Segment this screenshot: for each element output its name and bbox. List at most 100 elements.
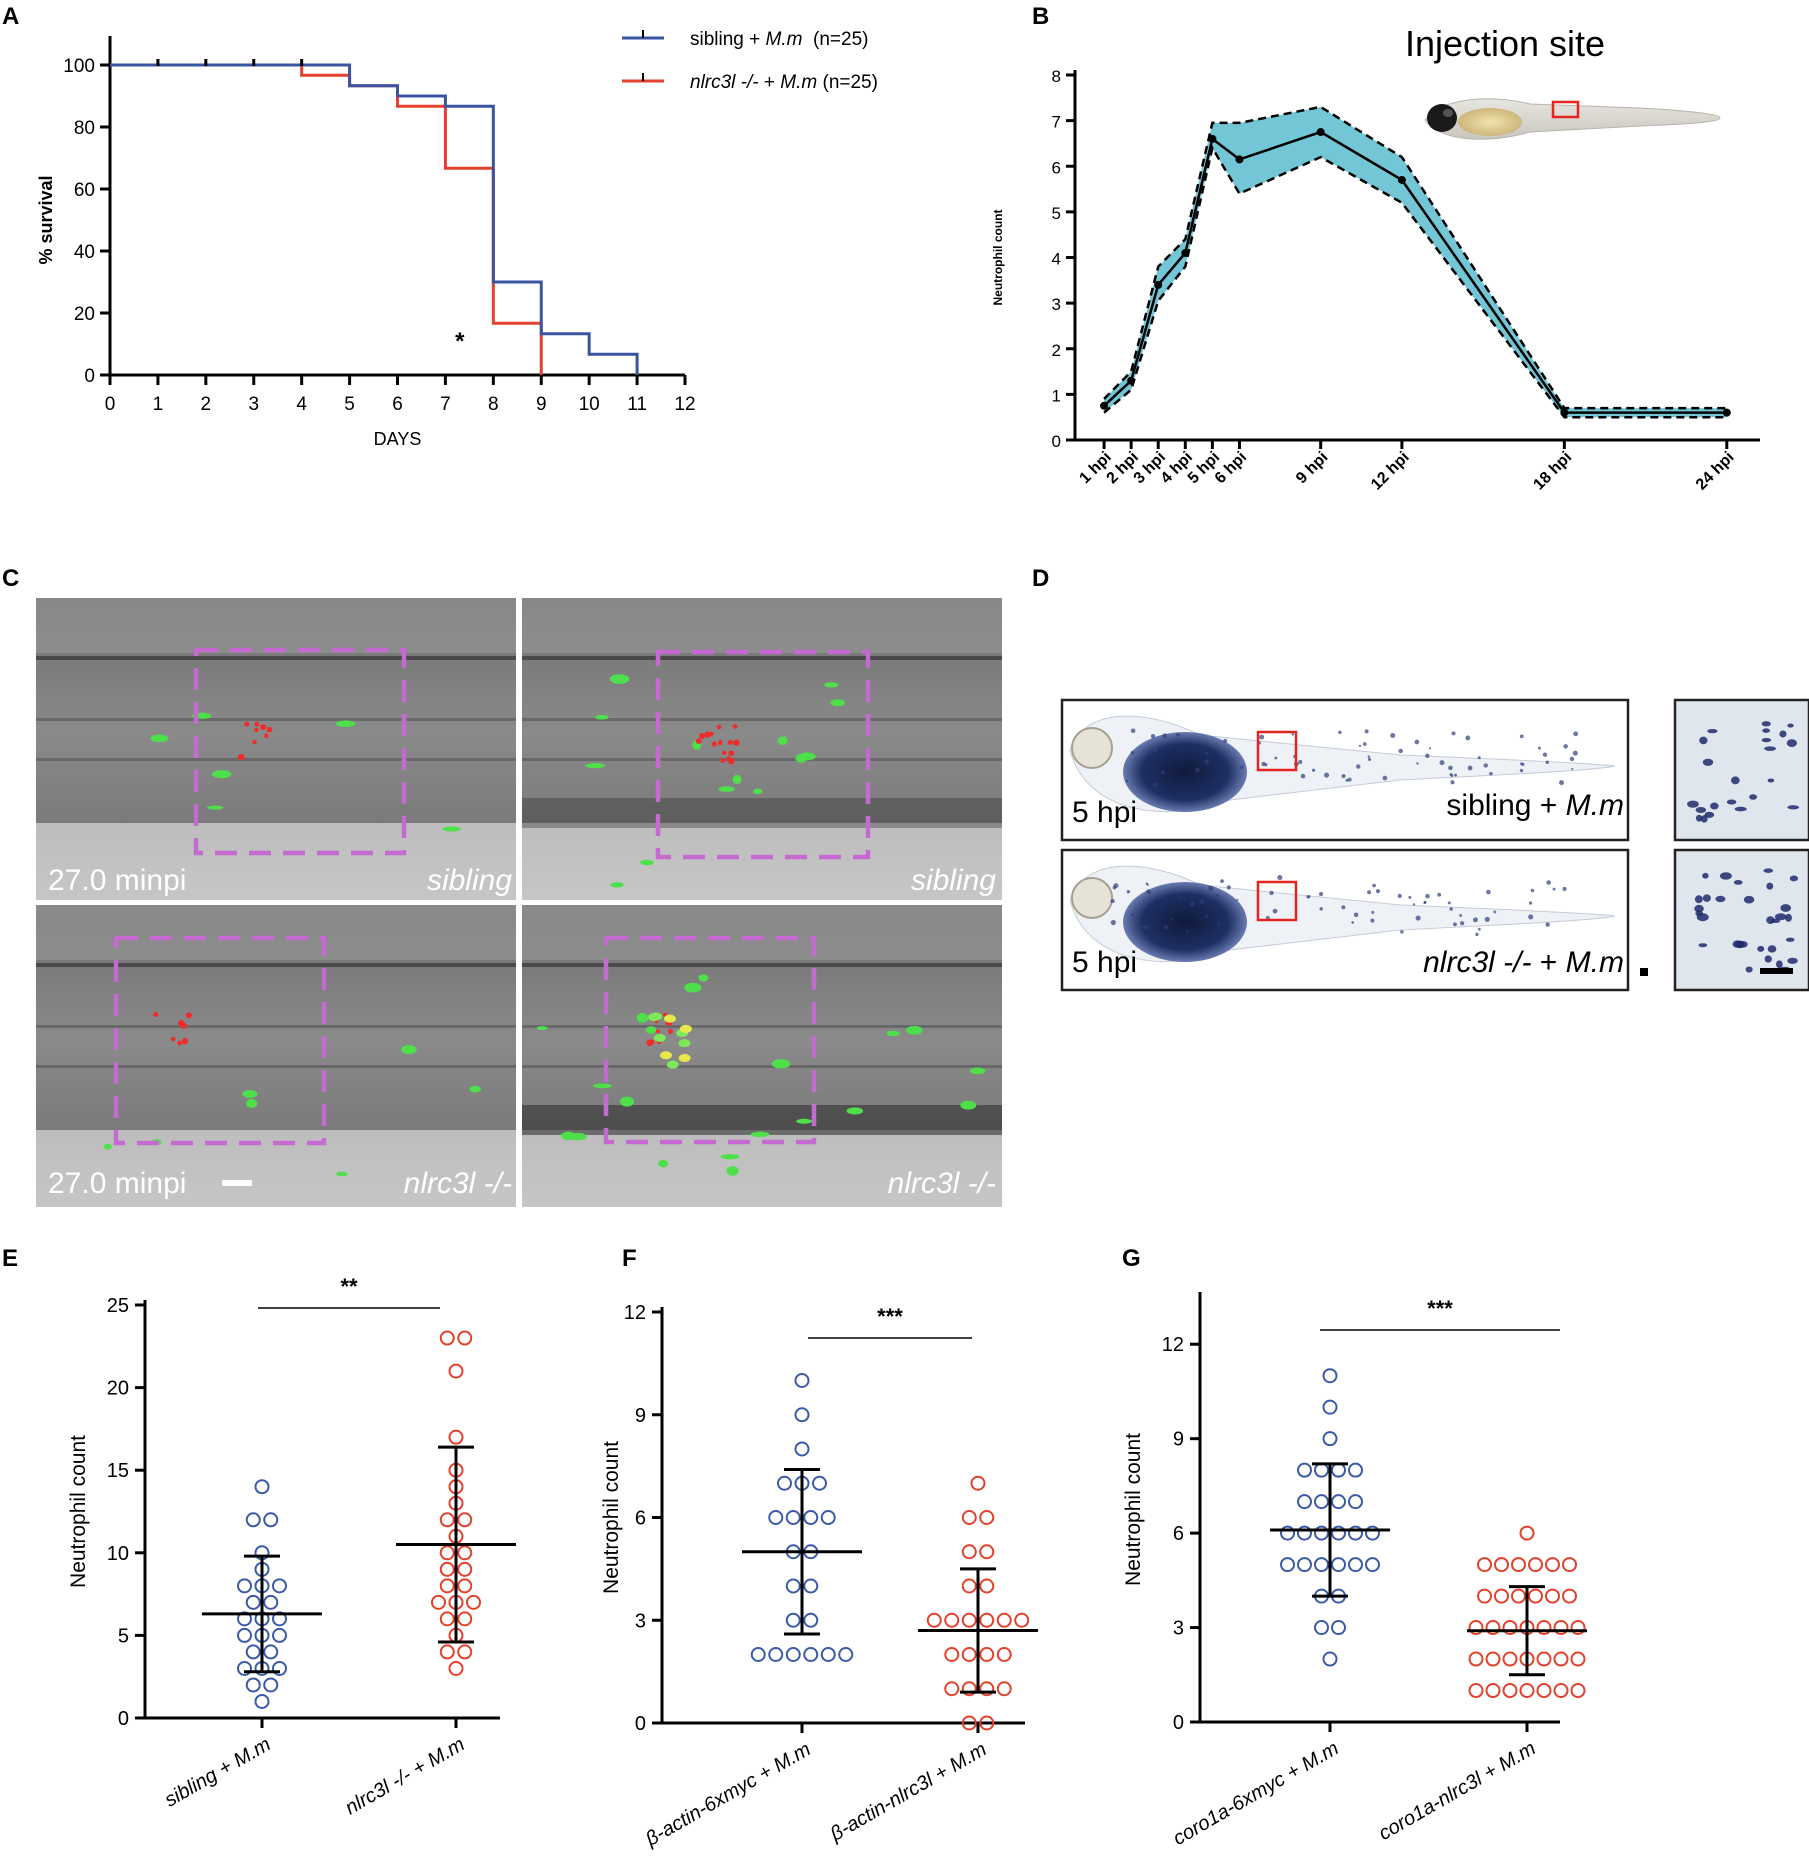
- scale-bar: [222, 1180, 252, 1186]
- y-tick-label: 0: [635, 1713, 646, 1735]
- stained-neutrophil: [1787, 805, 1800, 810]
- stain-dot: [1204, 914, 1208, 918]
- zoom-inset: [1673, 698, 1809, 842]
- fin-region: [522, 905, 1002, 960]
- stained-neutrophil: [1780, 904, 1792, 912]
- stain-dot: [1425, 893, 1430, 899]
- neutrophil-signal: [658, 1159, 669, 1168]
- x-tick-label: 1: [153, 394, 164, 415]
- neutrophil-signal: [750, 1131, 770, 1138]
- stained-neutrophil: [1734, 940, 1745, 949]
- stain-dot: [1269, 890, 1274, 896]
- bacteria-signal: [699, 732, 706, 740]
- x-tick-label: 18 hpi: [1530, 449, 1575, 494]
- data-point: [785, 1510, 801, 1525]
- notochord-line: [36, 1025, 516, 1028]
- stained-yolk: [1123, 732, 1247, 812]
- x-tick-label: coro1a-nlrc3l + M.m: [1375, 1737, 1540, 1845]
- neutrophil-signal: [645, 1026, 657, 1034]
- stain-dot: [1126, 890, 1131, 894]
- stain-dot: [1459, 914, 1463, 917]
- data-point: [263, 1677, 279, 1693]
- y-tick-label: 9: [635, 1405, 646, 1427]
- stain-genotype-label-bottom: nlrc3l -/- + M.m: [1423, 946, 1624, 979]
- data-point: [1519, 1525, 1535, 1541]
- stain-dot: [1226, 885, 1231, 890]
- data-point: [1348, 1462, 1363, 1478]
- neutrophil-signal: [636, 1012, 649, 1023]
- neutrophil-signal: [640, 859, 654, 866]
- significance-label: **: [340, 1274, 358, 1299]
- stain-dot: [1148, 749, 1151, 752]
- data-point: [457, 1330, 473, 1346]
- panel-letters: A B C D E F G: [2, 3, 1141, 1272]
- data-point: [785, 1612, 801, 1628]
- data-point: [1314, 1462, 1329, 1478]
- fin-region: [36, 598, 516, 653]
- y-tick-label: 0: [84, 366, 95, 387]
- whole-mount-stain-panel: 5 hpi sibling + M.m 5 hpi nlrc3l -/- + M…: [1060, 698, 1809, 992]
- stained-neutrophil: [1734, 806, 1747, 812]
- bacteria-signal: [733, 739, 740, 746]
- bacteria-signal: [266, 726, 273, 733]
- stain-dot: [1367, 755, 1371, 758]
- x-tick-label: 10: [579, 394, 600, 415]
- neutrophil-signal: [753, 788, 763, 795]
- significance-label: ***: [1427, 1296, 1453, 1321]
- bacteria-signal: [153, 1012, 159, 1017]
- neutrophil-signal: [246, 1099, 258, 1108]
- data-point: [1322, 1399, 1338, 1415]
- stain-dot: [1264, 763, 1268, 767]
- bacteria-signal: [263, 733, 269, 739]
- mean-point: [1560, 408, 1569, 417]
- data-point: [1468, 1651, 1484, 1667]
- panel-letter-f: F: [622, 1245, 637, 1272]
- stain-genotype-label-top: sibling + M.m: [1446, 789, 1624, 822]
- stain-dot: [1545, 922, 1550, 927]
- stain-dot: [1450, 780, 1455, 785]
- data-point: [803, 1612, 819, 1628]
- y-tick-label: 0: [1173, 1712, 1184, 1734]
- neutrophil-cluster: [678, 1039, 691, 1048]
- stain-dot: [1400, 930, 1404, 934]
- data-point: [1468, 1683, 1484, 1699]
- x-tick-label: 24 hpi: [1693, 449, 1738, 494]
- stain-dot: [1367, 890, 1372, 895]
- stain-dot: [1375, 889, 1381, 894]
- neutrophil-signal: [798, 752, 816, 761]
- neutrophil-signal: [610, 882, 624, 888]
- stain-dot: [1223, 738, 1228, 743]
- notochord-line: [36, 758, 516, 761]
- stained-neutrophil: [1764, 746, 1776, 751]
- y-tick-label: 12: [1162, 1334, 1184, 1356]
- neutrophil-signal: [718, 786, 735, 792]
- y-tick-label: 6: [635, 1508, 646, 1530]
- y-tick-label: 100: [63, 56, 95, 77]
- stained-neutrophil: [1789, 875, 1799, 882]
- stained-neutrophil: [1757, 945, 1765, 952]
- zoom-region-box: [1256, 880, 1298, 922]
- x-tick-label: 11: [627, 394, 647, 415]
- microscopy-grid: 27.0 minpi sibling sibling 27.0 minpi nl…: [36, 598, 1002, 1207]
- stain-time-label-bottom: 5 hpi: [1072, 946, 1137, 979]
- stain-dot: [1439, 760, 1445, 766]
- stained-neutrophil: [1767, 778, 1775, 783]
- stained-neutrophil: [1762, 728, 1770, 733]
- x-tick-label: 12: [674, 394, 695, 415]
- stain-dot: [1208, 885, 1214, 891]
- stained-neutrophil: [1702, 872, 1709, 879]
- data-point: [439, 1330, 455, 1346]
- stain-dot: [1272, 908, 1278, 914]
- stain-dot: [1451, 731, 1456, 736]
- neutrophil-signal: [720, 1153, 740, 1160]
- x-tick-label: 8: [488, 394, 499, 415]
- neutrophil-cluster: [648, 1013, 661, 1022]
- lower-bound-line: [1103, 144, 1727, 419]
- data-point: [457, 1578, 473, 1594]
- stain-dot: [1130, 913, 1134, 917]
- y-axis-label: Neutrophil count: [600, 1441, 623, 1594]
- bacteria-signal: [727, 739, 733, 745]
